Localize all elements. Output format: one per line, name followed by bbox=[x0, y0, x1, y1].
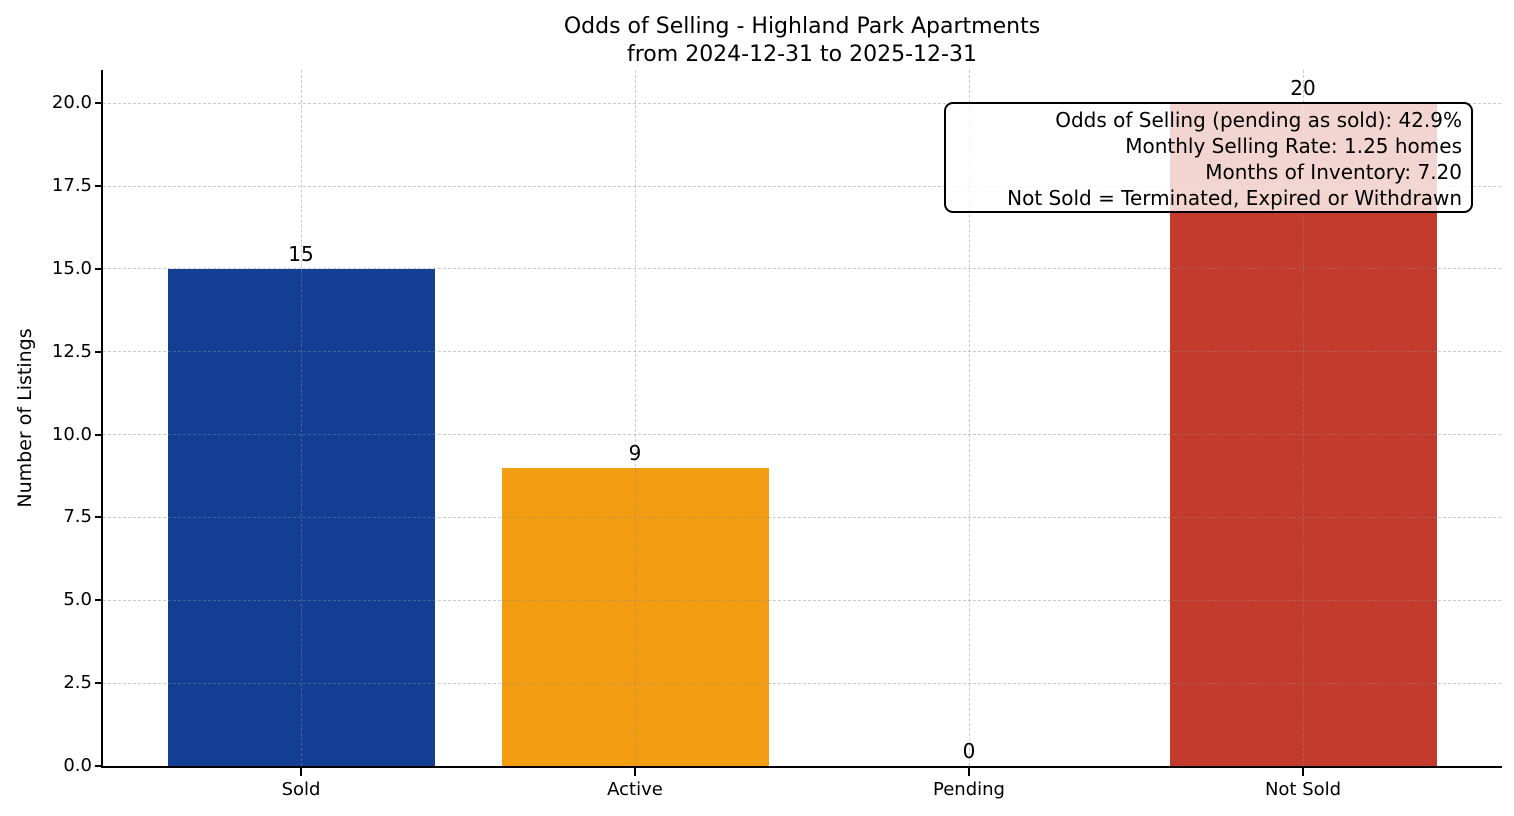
x-tick-mark bbox=[300, 768, 302, 776]
h-gridline bbox=[103, 185, 1501, 187]
v-gridline bbox=[968, 70, 970, 766]
x-axis-spine bbox=[101, 766, 1502, 768]
x-tick-mark bbox=[634, 768, 636, 776]
chart-subtitle: from 2024-12-31 to 2025-12-31 bbox=[627, 42, 977, 67]
x-tick-mark bbox=[1302, 768, 1304, 776]
y-tick-label: 2.5 bbox=[63, 672, 92, 694]
v-gridline bbox=[300, 70, 302, 766]
y-tick-label: 17.5 bbox=[51, 175, 92, 196]
bar-value-label: 15 bbox=[288, 241, 314, 266]
h-gridline bbox=[103, 682, 1501, 684]
annotation-line-monthly-selling-rate: Monthly Selling Rate: 1.25 homes bbox=[1125, 134, 1462, 158]
y-tick-mark bbox=[95, 185, 103, 187]
y-tick-label: 5.0 bbox=[63, 589, 92, 611]
h-gridline bbox=[103, 434, 1501, 436]
y-tick-label: 15.0 bbox=[51, 257, 92, 279]
h-gridline bbox=[103, 599, 1501, 601]
y-tick-mark bbox=[95, 765, 103, 767]
y-tick-label: 10.0 bbox=[51, 423, 92, 445]
y-tick-mark bbox=[95, 267, 103, 270]
h-gridline bbox=[103, 516, 1501, 518]
x-tick-label-sold: Sold bbox=[281, 779, 321, 800]
y-tick-mark bbox=[95, 682, 103, 685]
y-tick-mark bbox=[95, 516, 103, 519]
x-tick-label-active: Active bbox=[607, 779, 663, 800]
annotation-box: Odds of Selling (pending as sold): 42.9%… bbox=[944, 102, 1473, 213]
h-gridline bbox=[103, 351, 1501, 353]
y-tick-label: 7.5 bbox=[63, 506, 92, 528]
bar-not-sold bbox=[1169, 103, 1437, 766]
x-tick-mark bbox=[968, 768, 970, 776]
bar-sold bbox=[167, 268, 435, 766]
y-tick-label: 12.5 bbox=[51, 340, 92, 362]
bar-active bbox=[501, 467, 769, 766]
y-tick-mark bbox=[95, 350, 103, 353]
x-tick-label-not-sold: Not Sold bbox=[1264, 779, 1342, 800]
h-gridline bbox=[103, 268, 1501, 270]
bar-value-label: 9 bbox=[628, 440, 642, 465]
v-gridline bbox=[634, 70, 636, 766]
x-tick-label-pending: Pending bbox=[933, 779, 1005, 800]
annotation-line-not-sold-definition: Not Sold = Terminated, Expired or Withdr… bbox=[1007, 186, 1462, 210]
y-tick-mark bbox=[95, 433, 103, 436]
y-tick-mark bbox=[95, 102, 103, 105]
y-axis-spine bbox=[101, 70, 103, 768]
y-tick-label: 0.0 bbox=[63, 755, 92, 776]
annotation-line-months-of-inventory: Months of Inventory: 7.20 bbox=[1205, 160, 1462, 184]
bar-value-label: 20 bbox=[1290, 76, 1316, 101]
v-gridline bbox=[1302, 70, 1304, 766]
y-tick-mark bbox=[95, 599, 103, 602]
y-tick-label: 20.0 bbox=[51, 92, 92, 114]
h-gridline bbox=[103, 102, 1501, 104]
bar-value-label: 0 bbox=[962, 739, 976, 763]
chart-title: Odds of Selling - Highland Park Apartmen… bbox=[563, 14, 1041, 39]
annotation-line-odds-of-selling: Odds of Selling (pending as sold): 42.9% bbox=[1055, 108, 1462, 132]
